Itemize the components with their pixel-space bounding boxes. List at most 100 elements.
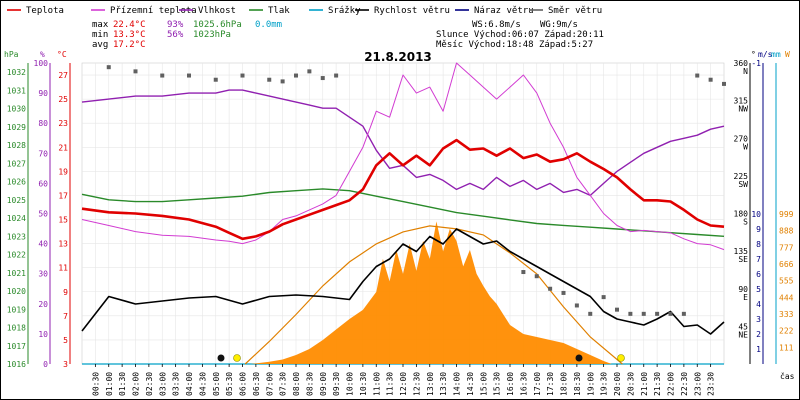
time-tick: 01:00	[105, 372, 114, 396]
legend: Teplota Přízemní teplota Vlhkost Tlak Srážky…	[7, 6, 602, 16]
wind-direction-point	[722, 81, 726, 86]
wind-tick: 1	[756, 345, 761, 354]
wind-tick: 3	[756, 315, 761, 324]
moon-set-icon	[217, 354, 225, 362]
time-tick: 05:30	[225, 372, 234, 396]
time-tick: 00:30	[91, 372, 100, 396]
hpa-unit: hPa	[4, 50, 19, 59]
series-layer	[81, 62, 726, 335]
temp-tick: 17	[58, 191, 68, 200]
wind-direction-point	[548, 286, 553, 291]
wind-speed-line	[81, 228, 725, 335]
max-hum: 93%	[167, 20, 184, 30]
pressure-tick: 1016	[7, 360, 26, 369]
wind-speed-stat: WS:6.8m/s	[472, 20, 521, 30]
pressure-tick: 1031	[7, 86, 26, 95]
direction-tick: 225	[734, 172, 749, 181]
pressure-tick: 1020	[7, 287, 26, 296]
direction-name: N	[743, 67, 748, 76]
time-tick: 19:00	[586, 372, 595, 396]
right-axes: 360N315NW270W225SW180S135SE90E45NE-11098…	[734, 59, 794, 364]
temp-unit: °C	[57, 50, 67, 59]
temp-tick: 13	[58, 240, 68, 249]
wind-direction-point	[668, 311, 673, 316]
direction-name: E	[743, 293, 748, 302]
solar-layer	[244, 221, 623, 365]
wind-direction-point	[267, 77, 272, 82]
wind-direction-point	[695, 73, 700, 78]
pressure-tick: 1028	[7, 141, 26, 150]
time-tick: 06:00	[239, 372, 248, 396]
time-tick: 02:30	[145, 372, 154, 396]
wind-tick: 8	[756, 240, 761, 249]
wind-direction-point	[681, 311, 686, 316]
time-tick: 08:30	[305, 372, 314, 396]
max-label: max	[92, 20, 109, 30]
direction-name: NE	[738, 330, 748, 339]
legend-label: Náraz větru	[474, 6, 534, 16]
time-tick: 15:30	[493, 372, 502, 396]
legend-label: Srážky	[328, 6, 361, 16]
legend-label: Přízemní teplota	[110, 6, 197, 16]
wind-direction-point	[133, 69, 138, 74]
wind-direction-point	[240, 73, 245, 78]
time-axis-label: čas	[780, 371, 795, 381]
pressure-tick: 1021	[7, 269, 26, 278]
humidity-tick: 70	[38, 149, 48, 158]
time-tick: 22:00	[667, 372, 676, 396]
sun-moon-markers	[217, 354, 625, 362]
moon-rise-icon	[575, 354, 583, 362]
sun-times: Slunce Východ:06:07 Západ:20:11	[436, 30, 604, 40]
temp-tick: 11	[58, 264, 68, 273]
temp-tick: 5	[63, 336, 68, 345]
direction-tick: 45	[738, 322, 748, 331]
solar-tick: 444	[779, 293, 794, 302]
time-tick: 03:30	[172, 372, 181, 396]
time-tick: 10:00	[346, 372, 355, 396]
wind-tick: 7	[756, 255, 761, 264]
wind-direction-point	[655, 311, 660, 316]
time-tick: 22:30	[680, 372, 689, 396]
time-tick: 23:00	[693, 372, 702, 396]
time-tick: 02:00	[132, 372, 141, 396]
time-tick: 09:30	[332, 372, 341, 396]
direction-tick: 180	[734, 210, 749, 219]
humidity-tick: 60	[38, 179, 48, 188]
time-tick: 06:30	[252, 372, 261, 396]
direction-tick: 90	[738, 285, 748, 294]
temp-tick: 23	[58, 119, 68, 128]
time-tick: 17:00	[533, 372, 542, 396]
time-tick: 05:00	[212, 372, 221, 396]
solar-radiation-area	[250, 221, 612, 364]
time-tick: 17:30	[546, 372, 555, 396]
time-tick: 14:30	[466, 372, 475, 396]
temp-tick: 3	[63, 360, 68, 369]
stats-box: max 22.4°C 93% 1025.6hPa 0.0mm min 13.3°…	[92, 20, 604, 50]
pressure-tick: 1019	[7, 305, 26, 314]
direction-name: S	[743, 218, 748, 227]
legend-label: Vlhkost	[198, 6, 236, 16]
direction-name: NW	[738, 105, 748, 114]
pressure-tick: 1024	[7, 214, 26, 223]
ground-temp-line	[81, 62, 725, 251]
humidity-tick: 40	[38, 240, 48, 249]
humidity-tick: 50	[38, 210, 48, 219]
avg-temp: 17.2°C	[113, 40, 146, 50]
hum-unit: %	[40, 50, 45, 59]
direction-tick: 135	[734, 247, 749, 256]
time-tick: 15:00	[479, 372, 488, 396]
wind-direction-point	[106, 65, 111, 70]
dir-unit: °	[751, 50, 756, 59]
min-label: min	[92, 30, 108, 40]
temp-tick: 21	[58, 143, 68, 152]
solar-tick: 111	[779, 343, 794, 352]
sunset-icon	[617, 354, 625, 362]
solar-tick: 999	[779, 210, 794, 219]
humidity-line	[81, 89, 725, 197]
left-axes: 1032103110301029102810271026102510241023…	[7, 59, 71, 369]
time-tick: 07:00	[265, 372, 274, 396]
pressure-line	[81, 188, 725, 237]
pressure-tick: 1023	[7, 232, 26, 241]
solar-tick: 333	[779, 310, 794, 319]
time-tick: 01:30	[118, 372, 127, 396]
